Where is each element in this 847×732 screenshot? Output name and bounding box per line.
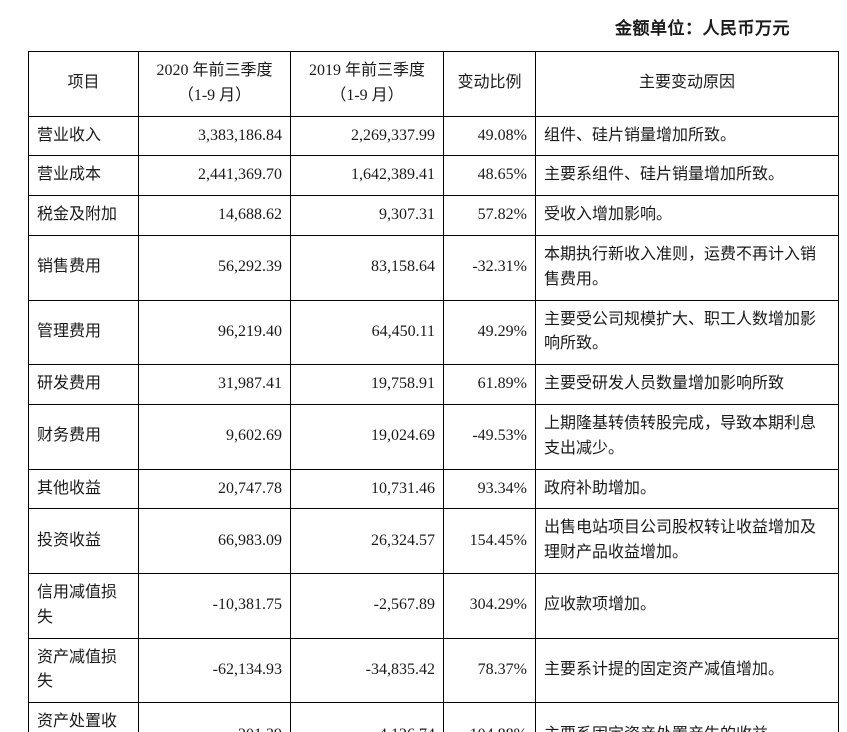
- change-reason-cell: 主要系固定资产处置产生的收益。: [535, 702, 839, 732]
- table-row: 投资收益 66,983.09 26,324.57 154.45% 出售电站项目公…: [28, 508, 839, 574]
- table-body: 营业收入 3,383,186.84 2,269,337.99 49.08% 组件…: [28, 115, 839, 732]
- item-name-cell: 信用减值损失: [28, 572, 139, 639]
- item-name-cell: 投资收益: [28, 508, 139, 574]
- value-2020-cell: 2,441,369.70: [138, 155, 291, 197]
- change-reason-cell: 出售电站项目公司股权转让收益增加及理财产品收益增加。: [535, 508, 839, 574]
- change-reason-cell: 上期隆基转债转股完成，导致本期利息支出减少。: [535, 403, 839, 470]
- item-name-cell: 销售费用: [28, 234, 139, 301]
- amount-unit-label: 金额单位：人民币万元: [615, 19, 790, 38]
- change-ratio-cell: 78.37%: [443, 637, 536, 704]
- table-row: 销售费用 56,292.39 83,158.64 -32.31% 本期执行新收入…: [28, 234, 839, 301]
- table-row: 资产处置收益 201.39 -4,126.74 -104.88% 主要系固定资产…: [28, 702, 839, 732]
- column-header-2019-line2: （1-9 月）: [330, 86, 404, 104]
- value-2020-cell: 9,602.69: [138, 403, 291, 470]
- column-header-2020-line2: （1-9 月）: [177, 86, 252, 104]
- change-reason-cell: 主要系计提的固定资产减值增加。: [535, 637, 839, 704]
- item-name-cell: 营业成本: [28, 155, 139, 197]
- change-ratio-cell: -104.88%: [443, 702, 536, 732]
- table-row: 其他收益 20,747.78 10,731.46 93.34% 政府补助增加。: [28, 468, 839, 510]
- table-row: 管理费用 96,219.40 64,450.11 49.29% 主要受公司规模扩…: [28, 299, 839, 366]
- item-name-cell: 研发费用: [28, 364, 139, 405]
- value-2019-cell: 1,642,389.41: [290, 155, 444, 197]
- value-2020-cell: -10,381.75: [138, 572, 291, 639]
- value-2020-cell: -62,134.93: [138, 637, 291, 704]
- financial-changes-table: 项目 2020 年前三季度 （1-9 月） 2019 年前三季度 （1-9 月）…: [28, 51, 839, 732]
- item-name-cell: 财务费用: [28, 403, 139, 470]
- table-row: 营业成本 2,441,369.70 1,642,389.41 48.65% 主要…: [28, 155, 839, 197]
- table-row: 信用减值损失 -10,381.75 -2,567.89 304.29% 应收款项…: [28, 572, 839, 639]
- change-reason-cell: 主要受公司规模扩大、职工人数增加影响所致。: [535, 299, 839, 366]
- item-name-cell: 营业收入: [28, 115, 139, 157]
- change-ratio-cell: -49.53%: [443, 403, 536, 470]
- item-name-cell: 税金及附加: [28, 195, 139, 236]
- table-header-row: 项目 2020 年前三季度 （1-9 月） 2019 年前三季度 （1-9 月）…: [28, 51, 839, 117]
- table-row: 研发费用 31,987.41 19,758.91 61.89% 主要受研发人员数…: [28, 364, 839, 405]
- change-reason-cell: 主要系组件、硅片销量增加所致。: [535, 155, 839, 197]
- item-name-cell: 资产处置收益: [28, 702, 139, 732]
- column-header-2020-line1: 2020 年前三季度: [156, 62, 273, 79]
- column-header-change-ratio: 变动比例: [443, 51, 536, 117]
- item-name-cell: 资产减值损失: [28, 637, 139, 704]
- change-ratio-cell: 57.82%: [443, 195, 536, 236]
- value-2019-cell: -34,835.42: [290, 637, 444, 704]
- table-row: 资产减值损失 -62,134.93 -34,835.42 78.37% 主要系计…: [28, 637, 839, 704]
- change-reason-cell: 本期执行新收入准则，运费不再计入销售费用。: [535, 234, 839, 301]
- column-header-item: 项目: [28, 51, 139, 117]
- value-2019-cell: 26,324.57: [290, 508, 444, 574]
- column-header-2019: 2019 年前三季度 （1-9 月）: [290, 51, 444, 117]
- value-2019-cell: 10,731.46: [290, 468, 444, 510]
- table-header: 项目 2020 年前三季度 （1-9 月） 2019 年前三季度 （1-9 月）…: [28, 51, 839, 117]
- change-reason-cell: 政府补助增加。: [535, 468, 839, 510]
- change-reason-cell: 应收款项增加。: [535, 572, 839, 639]
- value-2019-cell: 83,158.64: [290, 234, 444, 301]
- table-row: 财务费用 9,602.69 19,024.69 -49.53% 上期隆基转债转股…: [28, 403, 839, 470]
- value-2020-cell: 56,292.39: [138, 234, 291, 301]
- value-2019-cell: 2,269,337.99: [290, 115, 444, 157]
- change-ratio-cell: 304.29%: [443, 572, 536, 639]
- change-ratio-cell: -32.31%: [443, 234, 536, 301]
- value-2019-cell: -2,567.89: [290, 572, 444, 639]
- column-header-2019-line1: 2019 年前三季度: [308, 62, 425, 79]
- value-2020-cell: 31,987.41: [138, 364, 291, 405]
- change-ratio-cell: 49.29%: [443, 299, 536, 366]
- value-2020-cell: 201.39: [138, 702, 291, 732]
- table-row: 营业收入 3,383,186.84 2,269,337.99 49.08% 组件…: [28, 115, 839, 157]
- value-2020-cell: 14,688.62: [138, 195, 291, 236]
- value-2019-cell: -4,126.74: [290, 702, 444, 732]
- change-reason-cell: 主要受研发人员数量增加影响所致: [535, 364, 839, 405]
- value-2019-cell: 64,450.11: [290, 299, 444, 366]
- column-header-2020: 2020 年前三季度 （1-9 月）: [138, 51, 291, 117]
- item-name-cell: 其他收益: [28, 468, 139, 510]
- change-ratio-cell: 49.08%: [443, 115, 536, 157]
- value-2020-cell: 3,383,186.84: [138, 115, 291, 157]
- value-2020-cell: 66,983.09: [138, 508, 291, 574]
- change-ratio-cell: 48.65%: [443, 155, 536, 197]
- value-2020-cell: 20,747.78: [138, 468, 291, 510]
- item-name-cell: 管理费用: [28, 299, 139, 366]
- change-ratio-cell: 61.89%: [443, 364, 536, 405]
- change-reason-cell: 受收入增加影响。: [535, 195, 839, 236]
- table-row: 税金及附加 14,688.62 9,307.31 57.82% 受收入增加影响。: [28, 195, 839, 236]
- value-2019-cell: 9,307.31: [290, 195, 444, 236]
- column-header-reason: 主要变动原因: [535, 51, 839, 117]
- change-ratio-cell: 154.45%: [443, 508, 536, 574]
- value-2019-cell: 19,758.91: [290, 364, 444, 405]
- change-ratio-cell: 93.34%: [443, 468, 536, 510]
- value-2019-cell: 19,024.69: [290, 403, 444, 470]
- value-2020-cell: 96,219.40: [138, 299, 291, 366]
- change-reason-cell: 组件、硅片销量增加所致。: [535, 115, 839, 157]
